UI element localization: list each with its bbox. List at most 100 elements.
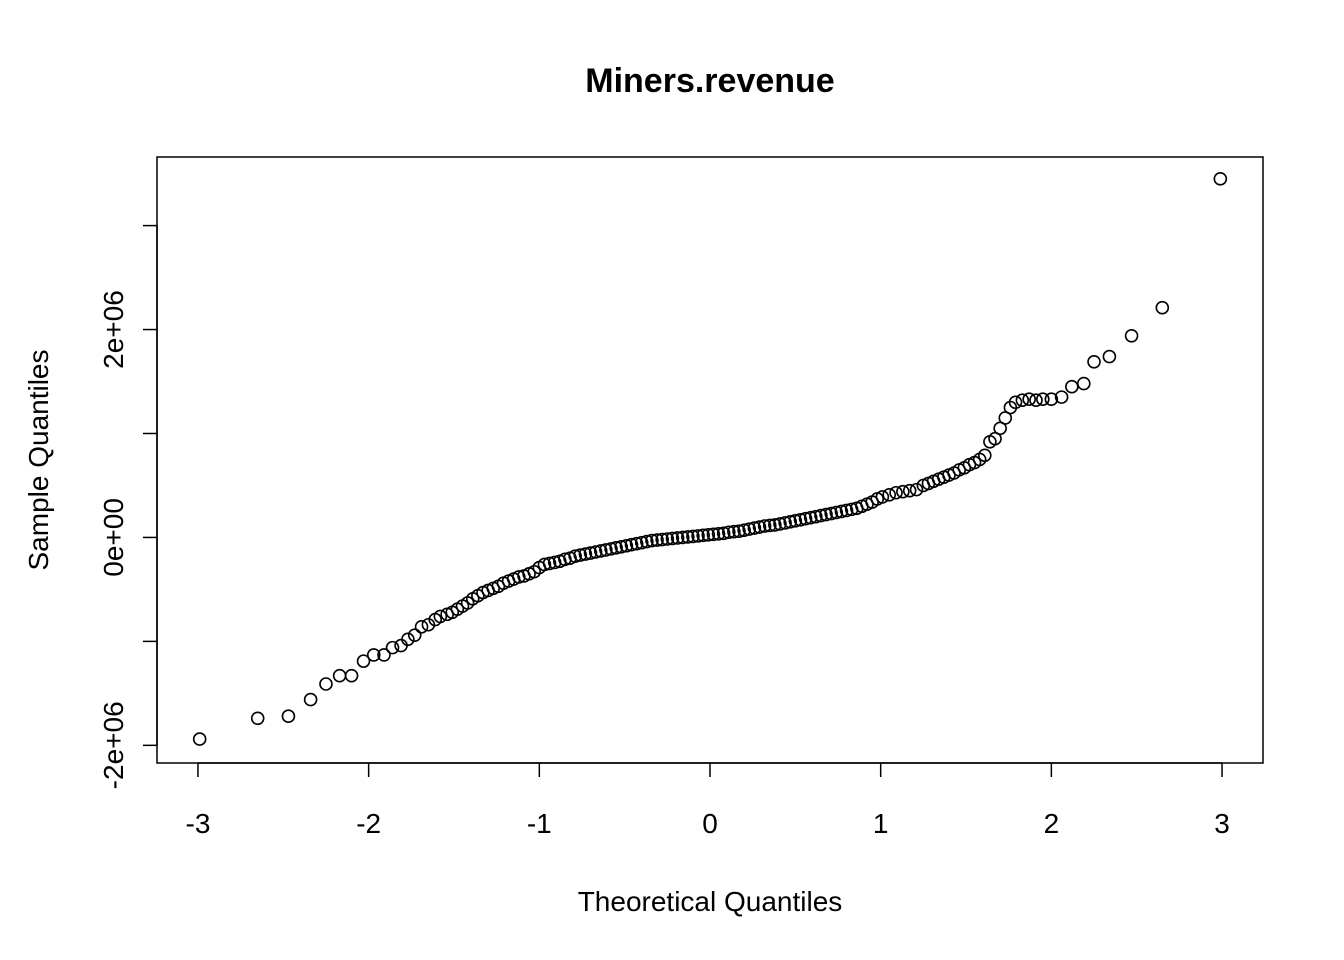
data-point bbox=[788, 514, 803, 528]
data-point bbox=[407, 628, 422, 642]
data-point bbox=[366, 648, 381, 662]
data-point bbox=[377, 648, 391, 662]
data-point bbox=[711, 527, 726, 541]
data-point bbox=[624, 537, 639, 552]
data-point bbox=[614, 539, 629, 554]
data-point bbox=[824, 506, 838, 521]
data-point bbox=[1022, 392, 1036, 406]
data-point bbox=[747, 521, 762, 535]
x-tick-label: -2 bbox=[356, 808, 381, 839]
x-axis: -3 -2 -1 0 1 2 3 bbox=[186, 762, 1230, 839]
chart-title: Miners.revenue bbox=[585, 62, 834, 100]
data-point bbox=[732, 524, 746, 539]
data-point bbox=[645, 533, 659, 548]
data-point bbox=[401, 632, 415, 647]
data-point bbox=[783, 515, 798, 529]
data-point bbox=[640, 534, 654, 549]
data-point bbox=[809, 509, 823, 524]
data-point bbox=[385, 640, 400, 655]
x-tick-label: 3 bbox=[1214, 808, 1230, 839]
data-point bbox=[578, 547, 593, 561]
data-point bbox=[814, 508, 828, 523]
data-point bbox=[706, 527, 721, 542]
data-point bbox=[896, 484, 910, 499]
data-point bbox=[593, 544, 608, 558]
data-point bbox=[634, 535, 649, 550]
data-point bbox=[778, 516, 792, 530]
data-point bbox=[319, 677, 333, 691]
data-point bbox=[839, 503, 854, 518]
data-point bbox=[1015, 393, 1030, 408]
data-point bbox=[798, 511, 813, 526]
data-point bbox=[344, 668, 359, 683]
y-axis-label: Sample Quantiles bbox=[23, 349, 54, 570]
data-point bbox=[537, 557, 552, 572]
data-point bbox=[650, 533, 664, 547]
data-point bbox=[716, 526, 731, 541]
data-point bbox=[977, 448, 992, 463]
data-point bbox=[675, 530, 690, 545]
data-point bbox=[882, 488, 897, 502]
data-point bbox=[1076, 376, 1091, 391]
data-point bbox=[660, 532, 675, 546]
x-tick-label: -3 bbox=[186, 808, 211, 839]
data-point bbox=[1155, 300, 1170, 315]
data-point bbox=[793, 512, 808, 527]
data-point bbox=[737, 523, 751, 537]
data-point bbox=[599, 543, 613, 557]
data-point bbox=[665, 531, 680, 546]
data-point bbox=[681, 530, 695, 544]
data-point bbox=[1029, 393, 1043, 408]
data-point bbox=[757, 519, 772, 533]
data-point bbox=[902, 483, 917, 498]
data-point bbox=[834, 504, 849, 519]
data-point bbox=[875, 490, 890, 504]
x-tick-label: 2 bbox=[1044, 808, 1060, 839]
data-point bbox=[1044, 392, 1059, 406]
y-tick-label: -2e+06 bbox=[98, 701, 129, 789]
data-point bbox=[356, 654, 371, 668]
x-tick-label: -1 bbox=[527, 808, 552, 839]
data-point bbox=[568, 549, 582, 563]
data-point bbox=[1124, 328, 1139, 343]
data-point bbox=[1008, 395, 1023, 410]
data-point bbox=[721, 525, 736, 540]
data-point bbox=[1036, 392, 1050, 406]
data-point bbox=[303, 692, 318, 707]
data-point bbox=[727, 524, 741, 539]
x-tick-label: 0 bbox=[702, 808, 718, 839]
data-point bbox=[573, 548, 588, 562]
data-point bbox=[629, 536, 644, 551]
data-point bbox=[670, 531, 685, 545]
data-point bbox=[619, 538, 634, 553]
data-point bbox=[909, 482, 924, 497]
data-point bbox=[752, 520, 767, 534]
y-tick-label: 2e+06 bbox=[98, 290, 129, 369]
data-point bbox=[768, 518, 782, 532]
x-tick-label: 1 bbox=[873, 808, 889, 839]
data-point bbox=[250, 711, 265, 726]
data-point bbox=[281, 709, 296, 724]
data-point bbox=[414, 620, 429, 634]
data-point bbox=[829, 505, 844, 520]
data-point bbox=[588, 545, 603, 559]
data-point bbox=[192, 732, 207, 746]
data-point bbox=[433, 609, 448, 624]
data-point bbox=[762, 518, 777, 533]
y-tick-label: 0e+00 bbox=[98, 498, 129, 577]
data-point bbox=[542, 556, 557, 571]
data-point bbox=[803, 510, 818, 525]
data-point bbox=[1087, 354, 1101, 369]
data-point bbox=[1054, 390, 1069, 404]
data-point bbox=[609, 541, 623, 555]
y-axis: -2e+06 0e+00 2e+06 bbox=[98, 224, 158, 789]
data-points bbox=[192, 172, 1228, 746]
data-point bbox=[773, 517, 787, 531]
data-point bbox=[1102, 349, 1117, 364]
data-point bbox=[889, 485, 903, 500]
data-point bbox=[696, 528, 710, 543]
data-point bbox=[1213, 172, 1228, 186]
x-axis-label: Theoretical Quantiles bbox=[578, 886, 843, 917]
